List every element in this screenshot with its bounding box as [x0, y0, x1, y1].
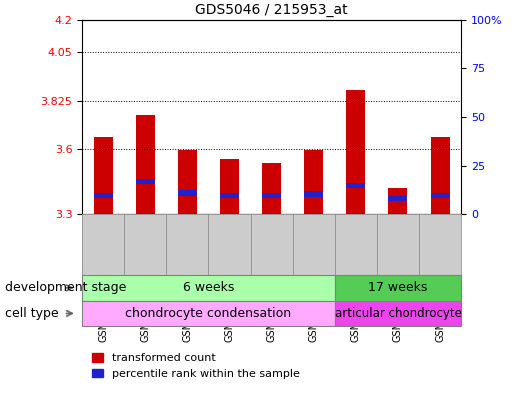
Title: GDS5046 / 215953_at: GDS5046 / 215953_at [196, 3, 348, 17]
Legend: transformed count, percentile rank within the sample: transformed count, percentile rank withi… [87, 349, 304, 384]
Bar [208, 20, 251, 214]
Text: articular chondrocyte: articular chondrocyte [334, 307, 462, 320]
Bar [220, 159, 239, 214]
Bar [335, 275, 461, 301]
Bar [82, 301, 335, 326]
Bar [220, 193, 239, 198]
Bar [304, 191, 323, 197]
Bar [377, 20, 419, 214]
Bar [430, 138, 449, 214]
Bar [335, 20, 377, 214]
Text: development stage: development stage [5, 281, 127, 294]
Bar [262, 193, 281, 198]
Bar [304, 151, 323, 214]
Bar [430, 193, 449, 198]
Text: chondrocyte condensation: chondrocyte condensation [126, 307, 292, 320]
Bar [82, 275, 335, 301]
Bar [178, 190, 197, 196]
Bar [166, 20, 208, 214]
Bar [82, 20, 461, 214]
Bar [419, 20, 461, 214]
Bar [251, 20, 293, 214]
Bar [94, 138, 113, 214]
Bar [335, 301, 461, 326]
Bar [262, 163, 281, 214]
Bar [136, 178, 155, 184]
Bar [82, 20, 124, 214]
Bar [347, 183, 365, 188]
Text: 6 weeks: 6 weeks [183, 281, 234, 294]
Bar [124, 20, 166, 214]
Bar [178, 151, 197, 214]
Bar [388, 188, 408, 214]
Text: 17 weeks: 17 weeks [368, 281, 428, 294]
Bar [136, 115, 155, 214]
Text: cell type: cell type [5, 307, 59, 320]
Bar [347, 90, 365, 214]
Bar [293, 20, 335, 214]
Bar [94, 193, 113, 198]
Bar [388, 196, 408, 201]
